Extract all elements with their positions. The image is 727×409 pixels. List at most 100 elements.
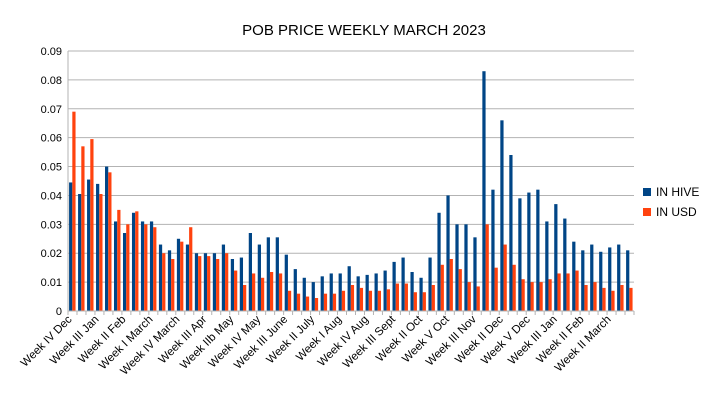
bar-in-hive bbox=[122, 233, 127, 311]
bar-in-hive bbox=[185, 244, 190, 311]
bar-in-hive bbox=[626, 250, 630, 311]
bar-in-usd bbox=[135, 211, 139, 311]
y-tick-label: 0 bbox=[56, 306, 62, 318]
bar-in-usd bbox=[431, 285, 435, 311]
bar-in-hive bbox=[212, 253, 217, 311]
bar-in-hive bbox=[320, 276, 324, 311]
bar-in-hive bbox=[617, 244, 621, 311]
bar-in-usd bbox=[216, 259, 220, 311]
bar-in-hive bbox=[545, 221, 549, 311]
bar-in-hive bbox=[176, 238, 181, 311]
bar-in-hive bbox=[149, 221, 154, 311]
bar-in-hive bbox=[464, 224, 468, 311]
bar-in-hive bbox=[365, 274, 369, 311]
bar-in-usd bbox=[81, 146, 85, 311]
bar-in-usd bbox=[171, 259, 175, 311]
bar-in-hive bbox=[167, 250, 172, 311]
bar-in-hive bbox=[590, 244, 594, 311]
bar-in-usd bbox=[287, 290, 292, 311]
bar-in-usd bbox=[207, 256, 211, 311]
bar-in-usd bbox=[305, 296, 310, 311]
bar-in-usd bbox=[440, 264, 444, 311]
bar-in-hive bbox=[383, 270, 387, 311]
bar-in-usd bbox=[269, 272, 274, 311]
bar-in-usd bbox=[251, 273, 256, 311]
bar-in-usd bbox=[449, 259, 453, 311]
bar-in-hive bbox=[338, 273, 342, 311]
bar-in-usd bbox=[377, 290, 382, 311]
bar-in-hive bbox=[113, 221, 118, 311]
bar-in-hive bbox=[473, 237, 477, 311]
bar-in-hive bbox=[482, 71, 486, 311]
bar-in-usd bbox=[575, 270, 579, 311]
bar-in-hive bbox=[311, 282, 315, 311]
bar-in-hive bbox=[581, 250, 585, 311]
bar-in-usd bbox=[566, 273, 570, 311]
bar-in-usd bbox=[243, 285, 247, 311]
bar-in-usd bbox=[521, 279, 525, 311]
y-tick-label: 0.07 bbox=[41, 104, 62, 116]
bar-in-usd bbox=[90, 139, 94, 311]
bar-in-usd bbox=[404, 283, 408, 311]
bar-in-hive bbox=[401, 257, 405, 311]
bar-in-hive bbox=[572, 241, 576, 311]
axes bbox=[67, 51, 635, 315]
bar-in-hive bbox=[275, 237, 279, 311]
bar-in-usd bbox=[108, 172, 112, 311]
bar-in-usd bbox=[332, 293, 337, 311]
bar-in-hive bbox=[509, 155, 513, 311]
y-tick-label: 0.02 bbox=[41, 248, 62, 260]
bar-in-hive bbox=[518, 198, 522, 311]
y-tick-label: 0.05 bbox=[41, 162, 62, 174]
bar-in-usd bbox=[368, 290, 373, 311]
bar-in-usd bbox=[467, 282, 471, 311]
bar-in-usd bbox=[413, 292, 417, 311]
bar-in-hive bbox=[248, 233, 252, 311]
bar-in-hive bbox=[302, 277, 306, 311]
bar-in-hive bbox=[500, 120, 504, 311]
bar-in-usd bbox=[225, 253, 229, 311]
bar-in-usd bbox=[602, 287, 606, 311]
bar-in-hive bbox=[455, 224, 459, 311]
legend-label-in-hive: IN HIVE bbox=[656, 185, 699, 199]
bar-in-hive bbox=[392, 261, 396, 311]
bar-in-usd bbox=[72, 111, 76, 312]
bar-in-usd bbox=[296, 293, 301, 311]
bar-in-hive bbox=[78, 194, 82, 311]
bar-in-usd bbox=[234, 270, 238, 311]
bar-in-hive bbox=[131, 212, 136, 311]
legend: IN HIVE IN USD bbox=[643, 185, 699, 219]
bar-in-usd bbox=[359, 287, 364, 311]
bar-in-usd bbox=[126, 224, 130, 311]
legend-swatch-in-usd bbox=[643, 208, 651, 216]
bar-in-hive bbox=[419, 277, 423, 311]
bar-in-hive bbox=[608, 247, 612, 311]
bar-in-hive bbox=[347, 266, 351, 311]
bar-in-usd bbox=[458, 269, 462, 311]
bar-in-hive bbox=[329, 273, 333, 311]
y-tick-label: 0.03 bbox=[41, 219, 62, 231]
bar-in-usd bbox=[198, 256, 202, 311]
bar-in-hive bbox=[491, 189, 495, 311]
bar-in-usd bbox=[530, 282, 534, 311]
bar-in-usd bbox=[180, 241, 184, 311]
bar-in-hive bbox=[203, 253, 208, 311]
bar-in-hive bbox=[69, 182, 73, 311]
bar-in-hive bbox=[563, 218, 567, 311]
y-axis-ticks: 0 0.01 0.02 0.03 0.04 0.05 0.06 0.07 0.08 0.09 bbox=[41, 46, 62, 318]
bar-in-usd bbox=[314, 298, 319, 311]
bar-in-usd bbox=[99, 194, 103, 311]
bar-in-hive bbox=[96, 183, 100, 311]
bar-in-usd bbox=[422, 292, 426, 311]
bar-in-hive bbox=[293, 269, 297, 311]
bar-in-usd bbox=[620, 285, 624, 311]
bar-in-usd bbox=[548, 279, 552, 311]
legend-label-in-usd: IN USD bbox=[656, 205, 697, 219]
bar-in-usd bbox=[593, 282, 597, 311]
bar-in-hive bbox=[527, 192, 531, 311]
bar-in-hive bbox=[140, 221, 145, 311]
bar-in-hive bbox=[446, 195, 450, 311]
